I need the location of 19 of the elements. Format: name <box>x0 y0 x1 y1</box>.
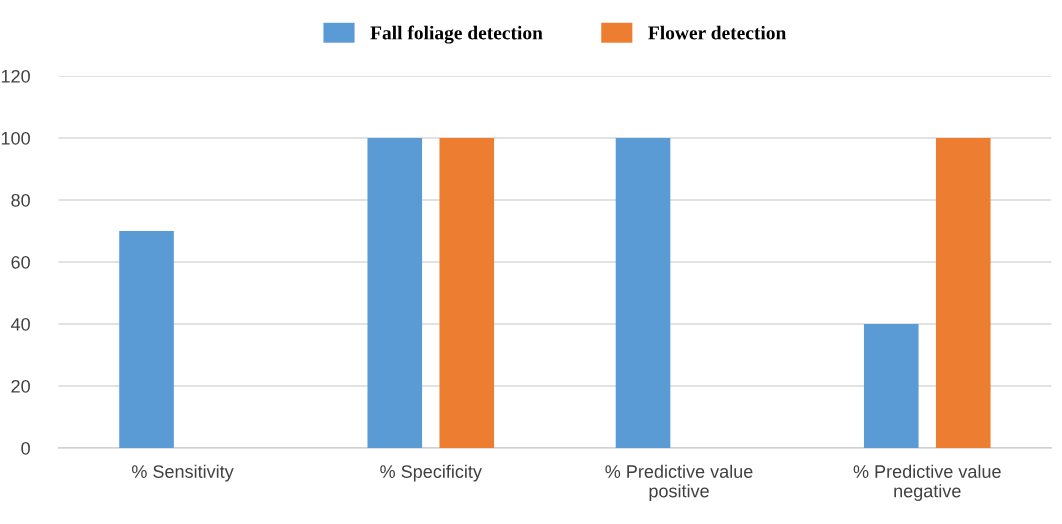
bar <box>119 231 174 449</box>
y-tick-label: 40 <box>10 317 30 331</box>
bar <box>615 137 671 449</box>
x-tick-label: % Predictive value positive <box>605 464 753 501</box>
y-tick-label: 80 <box>11 193 30 207</box>
bar <box>367 137 423 449</box>
bar <box>439 137 495 449</box>
y-tick-label: 100 <box>1 131 30 145</box>
legend-label: Flower detection <box>648 25 787 40</box>
y-tick-label: 120 <box>1 69 30 83</box>
y-tick-label: 60 <box>11 255 30 269</box>
legend-label: Fall foliage detection <box>370 25 543 44</box>
x-tick-label: % Sensitivity <box>132 464 234 482</box>
x-tick-label: % Predictive value negative <box>853 464 1001 501</box>
bar <box>935 137 991 449</box>
y-tick-label: 20 <box>11 379 30 393</box>
y-tick-label: 0 <box>21 441 30 455</box>
x-tick-label: % Specificity <box>380 464 482 482</box>
bar <box>863 324 919 449</box>
